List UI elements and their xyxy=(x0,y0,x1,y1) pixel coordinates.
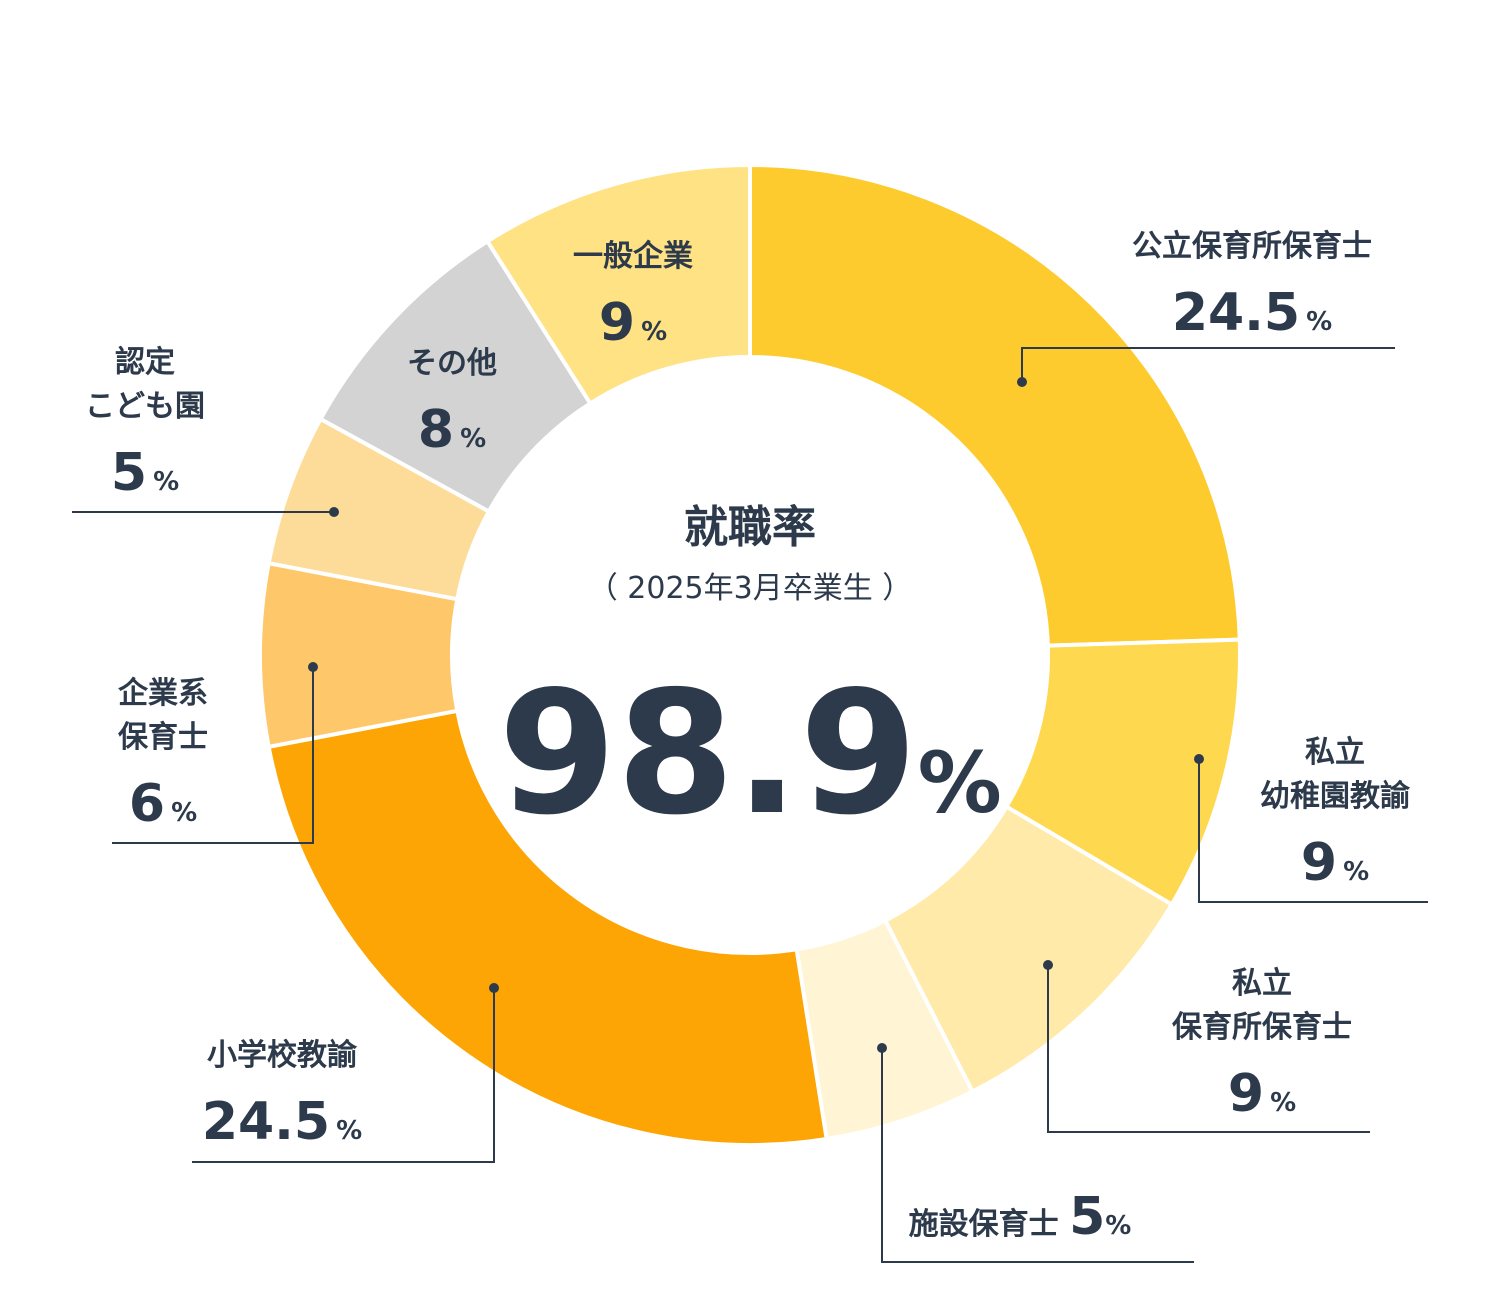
slice-8-name-line-1: その他 xyxy=(407,346,497,381)
slice-7-percentage: 5% xyxy=(111,443,179,503)
slice-3-percentage: 9% xyxy=(1228,1064,1296,1124)
total-rate-unit: % xyxy=(918,734,1002,832)
slice-5-name-line-1: 小学校教諭 xyxy=(207,1038,358,1073)
slice-9-arc xyxy=(484,162,752,407)
slice-2-value: 9 xyxy=(1301,833,1337,893)
slice-6-leader-line xyxy=(112,667,314,844)
slice-7-unit: % xyxy=(153,467,179,497)
slice-1-leader-dot xyxy=(1017,377,1027,387)
slice-9-percentage: 9% xyxy=(599,293,667,353)
slices-layer xyxy=(258,162,1242,1147)
slice-1-name-line-1: 公立保育所保育士 xyxy=(1132,229,1372,264)
slice-5-leader-line xyxy=(192,988,495,1163)
slice-5-value: 24.5 xyxy=(202,1092,330,1152)
slice-4-leader-line xyxy=(881,1048,1194,1263)
slice-3-name-line-2: 保育所保育士 xyxy=(1172,1010,1352,1045)
leader-lines-layer xyxy=(72,347,1428,1263)
slice-3-value: 9 xyxy=(1228,1064,1264,1124)
slice-1-label: 公立保育所保育士 24.5% xyxy=(1132,229,1372,343)
slice-2-percentage: 9% xyxy=(1301,833,1369,893)
total-rate: 98.9% xyxy=(498,655,1002,853)
slice-2-leader-dot xyxy=(1194,754,1204,764)
slice-4-label: 施設保育士 5% xyxy=(909,1187,1132,1247)
slice-6-name-line-1: 企業系 xyxy=(118,676,208,711)
slice-9-unit: % xyxy=(641,317,667,347)
slice-5-leader-dot xyxy=(489,983,499,993)
slice-6-percentage: 6% xyxy=(129,774,197,834)
slice-3-name-line-1: 私立 xyxy=(1232,966,1292,1001)
slice-3-leader-dot xyxy=(1043,960,1053,970)
center-summary: 就職率 （ 2025年3月卒業生 ） 98.9% xyxy=(498,502,1002,853)
slice-7-name-line-2: こども園 xyxy=(85,389,205,424)
slice-8-percentage: 8% xyxy=(418,400,486,460)
slice-5-percentage: 24.5% xyxy=(202,1092,362,1152)
slice-8-value: 8 xyxy=(418,400,454,460)
slice-6-leader-dot xyxy=(308,662,318,672)
slice-9-value: 9 xyxy=(599,293,635,353)
slice-4-unit: % xyxy=(1105,1211,1131,1241)
slice-8-unit: % xyxy=(460,424,486,454)
slice-1-unit: % xyxy=(1306,307,1332,337)
slice-5-unit: % xyxy=(336,1116,362,1146)
slice-7-leader-dot xyxy=(329,507,339,517)
total-rate-value: 98.9 xyxy=(498,655,917,853)
slice-2-unit: % xyxy=(1343,857,1369,887)
slice-5-arc xyxy=(266,708,829,1147)
slice-4-value: 5 xyxy=(1069,1187,1105,1247)
slice-2-leader-line xyxy=(1198,759,1428,903)
slice-1-leader-line xyxy=(1021,347,1395,382)
slice-4-leader-dot xyxy=(877,1043,887,1053)
slice-3-leader-line xyxy=(1047,965,1370,1133)
chart-title: 就職率 xyxy=(684,502,816,553)
slice-4-name-value: 施設保育士 5% xyxy=(909,1187,1132,1247)
slice-1-percentage: 24.5% xyxy=(1172,283,1332,343)
slice-9-label: 一般企業 9% xyxy=(573,239,693,353)
slice-1-value: 24.5 xyxy=(1172,283,1300,343)
chart-subtitle: （ 2025年3月卒業生 ） xyxy=(588,571,913,606)
slice-9-name-line-1: 一般企業 xyxy=(573,239,693,274)
slice-7-name-line-1: 認定 xyxy=(115,345,175,380)
slice-3-unit: % xyxy=(1270,1088,1296,1118)
slice-8-label: その他 8% xyxy=(407,346,497,460)
slice-1-arc xyxy=(748,162,1242,648)
slice-7-value: 5 xyxy=(111,443,147,503)
slice-6-unit: % xyxy=(171,798,197,828)
slice-2-name-line-1: 私立 xyxy=(1305,735,1365,770)
slice-6-value: 6 xyxy=(129,774,165,834)
slice-4-name: 施設保育士 xyxy=(909,1207,1069,1242)
slice-2-name-line-2: 幼稚園教諭 xyxy=(1260,779,1411,814)
slice-5-label: 小学校教諭 24.5% xyxy=(202,1038,362,1152)
slice-6-name-line-2: 保育士 xyxy=(118,720,208,755)
